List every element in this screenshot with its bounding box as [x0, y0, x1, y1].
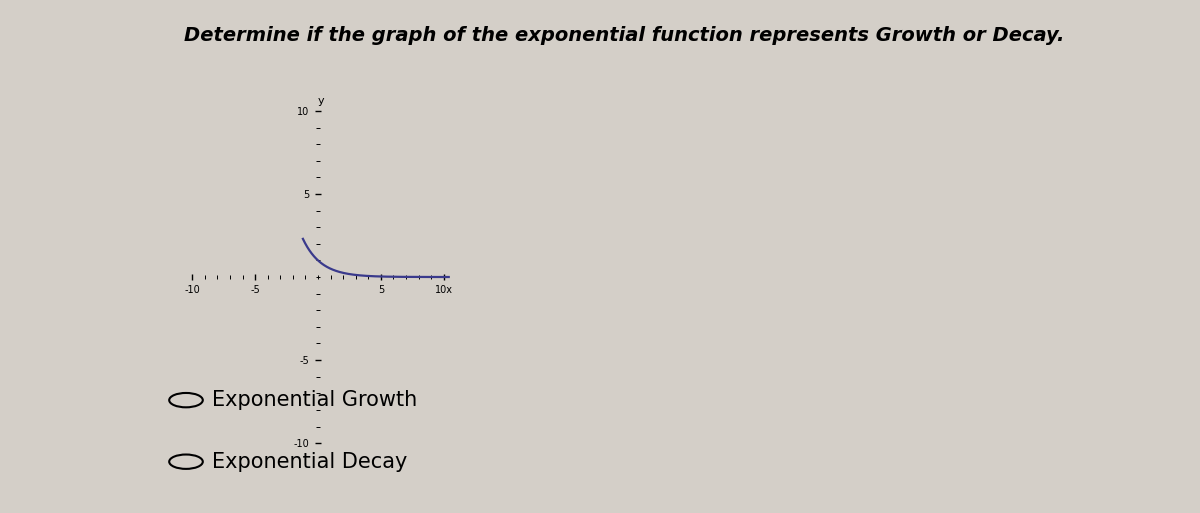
Text: Exponential Growth: Exponential Growth: [212, 390, 418, 410]
Text: Determine if the graph of the exponential function represents Growth or Decay.: Determine if the graph of the exponentia…: [184, 26, 1064, 45]
Text: Exponential Decay: Exponential Decay: [212, 452, 408, 471]
Text: y: y: [318, 96, 324, 106]
